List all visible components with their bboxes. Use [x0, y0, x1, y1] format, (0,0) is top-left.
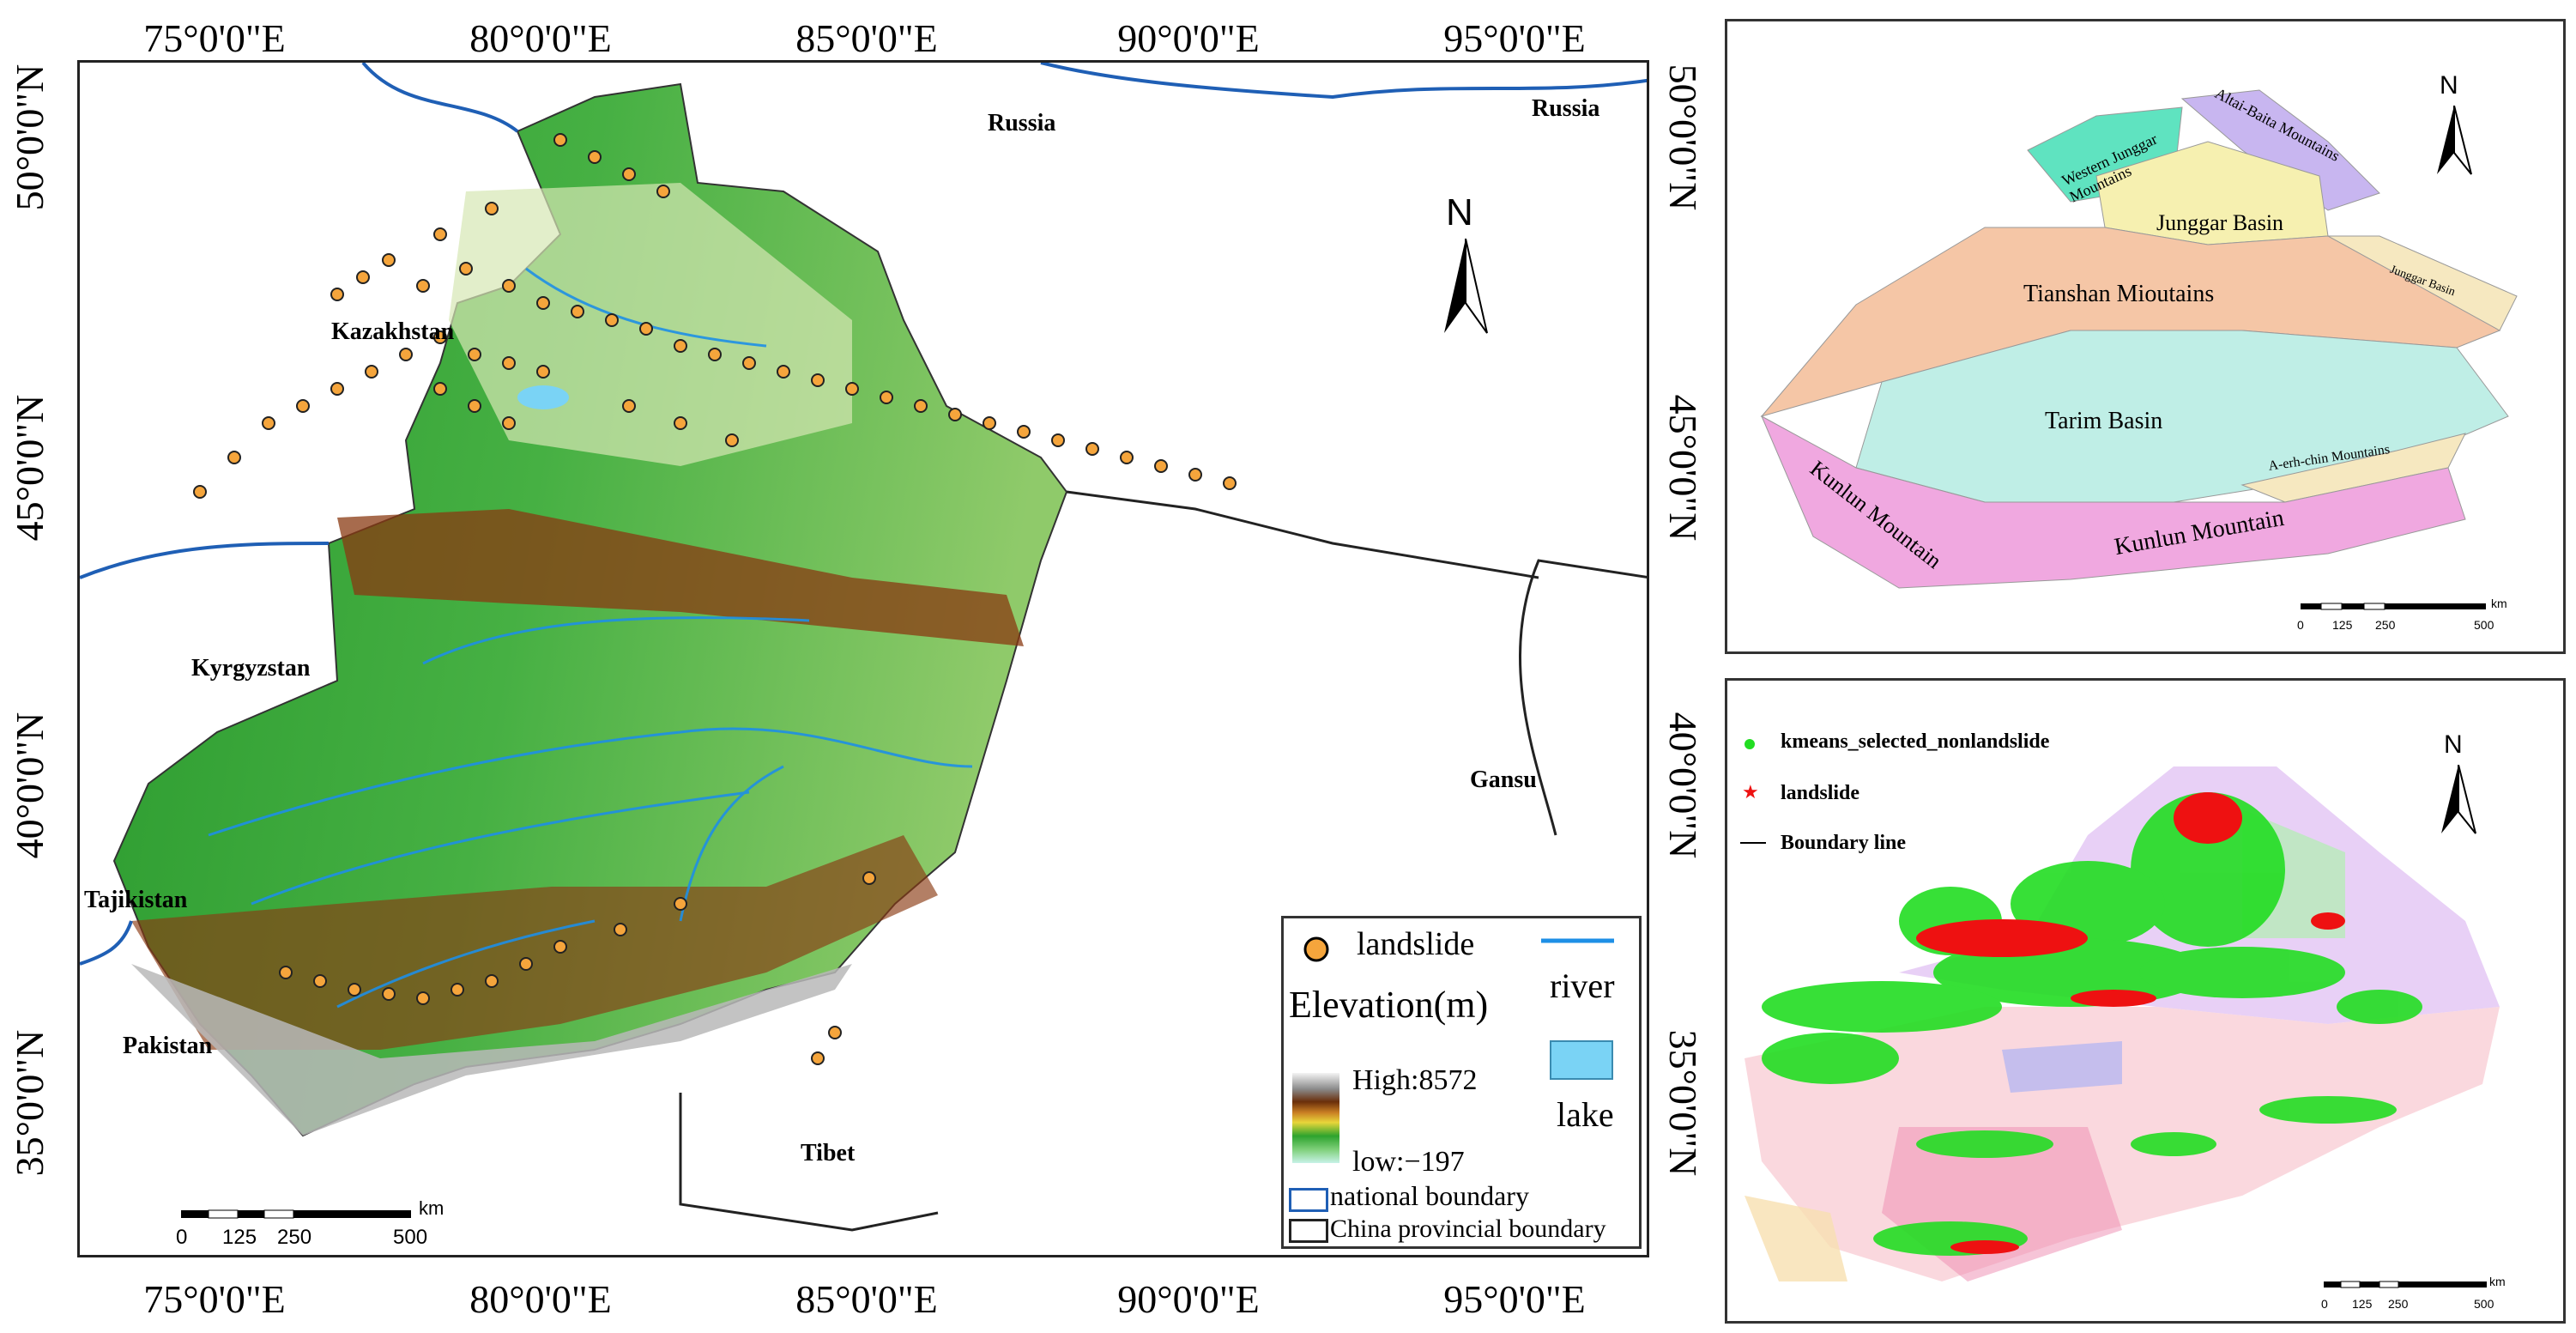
lat-right-40: 40°0'0"N [1661, 712, 1705, 859]
lat-left-50: 50°0'0"N [8, 64, 51, 211]
legend-boundary-line-icon [1740, 842, 1766, 844]
lon-top-85: 85°0'0"E [795, 16, 938, 60]
landslide-points [193, 133, 1237, 1065]
legend-landslide-star-icon: ★ [1742, 782, 1759, 803]
lat-right-50: 50°0'0"N [1661, 64, 1705, 211]
legend-elevation-title: Elevation(m) [1289, 984, 1489, 1026]
label-tianshan: Tianshan Mioutains [2023, 281, 2215, 307]
samples-scale-500: 500 [2474, 1297, 2494, 1311]
main-legend: landslide river Elevation(m) High:8572 l… [1281, 916, 1642, 1249]
label-junggar-basin: Junggar Basin [2156, 210, 2284, 235]
main-scale-0: 0 [176, 1226, 188, 1249]
legend-nonlandslide-icon [1745, 739, 1755, 749]
main-scale-250: 250 [277, 1226, 312, 1249]
samples-scale-unit: km [2489, 1275, 2506, 1288]
main-scalebar [181, 1209, 411, 1219]
legend-nonlandslide: kmeans_selected_nonlandslide [1781, 730, 2050, 753]
legend-national-boundary: national boundary [1330, 1180, 1529, 1211]
regions-map-canvas [1760, 89, 2518, 610]
samples-north-arrow-icon [2441, 765, 2476, 834]
samples-map: N kmeans_selected_nonlandslide ★ landsli… [1725, 678, 2566, 1324]
landslide-symbol-icon [1303, 936, 1329, 962]
regions-scale-unit: km [2491, 597, 2507, 610]
legend-landslide: landslide [1357, 926, 1475, 962]
label-tarim: Tarim Basin [2045, 408, 2163, 434]
regions-scale-500: 500 [2474, 618, 2494, 632]
lon-top-75: 75°0'0"E [143, 16, 286, 60]
regions-north-label: N [2440, 71, 2458, 100]
lat-right-45: 45°0'0"N [1661, 394, 1705, 542]
samples-scale-250: 250 [2388, 1297, 2409, 1311]
lon-bot-85: 85°0'0"E [795, 1277, 938, 1321]
north-arrow: N [1436, 191, 1496, 337]
legend-high: High:8572 [1352, 1064, 1478, 1096]
legend-provincial-boundary: China provincial boundary [1330, 1215, 1606, 1243]
lon-top-95: 95°0'0"E [1443, 16, 1586, 60]
legend-samples-landslide: landslide [1781, 782, 1860, 804]
lat-left-40: 40°0'0"N [8, 712, 51, 859]
label-gansu: Gansu [1470, 766, 1537, 793]
legend-low: low:−197 [1352, 1146, 1465, 1178]
legend-boundary: Boundary line [1781, 832, 1907, 854]
label-kyrgyzstan: Kyrgyzstan [191, 655, 311, 682]
regions-map: N Altai-Baita Mountains Western Junggar … [1725, 19, 2566, 654]
regions-scalebar [2301, 603, 2486, 610]
label-tibet: Tibet [801, 1140, 856, 1166]
samples-scalebar [2324, 1281, 2487, 1288]
lon-bot-95: 95°0'0"E [1443, 1277, 1586, 1321]
lat-left-35: 35°0'0"N [8, 1029, 51, 1177]
samples-north-label: N [2444, 730, 2463, 759]
legend-lake: lake [1557, 1095, 1614, 1134]
samples-map-canvas [1745, 766, 2500, 1288]
samples-scale-125: 125 [2352, 1297, 2373, 1311]
north-arrow-icon [1444, 239, 1488, 334]
regions-scale-0: 0 [2297, 618, 2304, 632]
lon-bot-75: 75°0'0"E [143, 1277, 286, 1321]
label-russia-1: Russia [988, 110, 1056, 136]
lon-top-80: 80°0'0"E [469, 16, 612, 60]
regions-north-arrow-icon [2437, 106, 2472, 175]
regions-scale-125: 125 [2332, 618, 2353, 632]
samples-scale-0: 0 [2321, 1297, 2328, 1311]
label-pakistan: Pakistan [123, 1033, 213, 1059]
lat-right-35: 35°0'0"N [1661, 1029, 1705, 1177]
lon-bot-90: 90°0'0"E [1117, 1277, 1260, 1321]
legend-river: river [1550, 966, 1615, 1005]
label-russia-2: Russia [1532, 95, 1600, 122]
main-map: Russia Russia Kazakhstan Kyrgyzstan Taji… [77, 60, 1649, 1257]
main-scale-500: 500 [393, 1226, 428, 1249]
main-map-canvas [80, 63, 1647, 1232]
lon-bot-80: 80°0'0"E [469, 1277, 612, 1321]
main-scale-125: 125 [222, 1226, 257, 1249]
label-kazakhstan: Kazakhstan [331, 318, 455, 345]
lake-swatch [1550, 1040, 1613, 1080]
lon-top-90: 90°0'0"E [1117, 16, 1260, 60]
label-tajikistan: Tajikistan [84, 887, 188, 913]
lat-left-45: 45°0'0"N [8, 394, 51, 542]
regions-scale-250: 250 [2375, 618, 2396, 632]
main-scale-unit: km [419, 1197, 444, 1219]
